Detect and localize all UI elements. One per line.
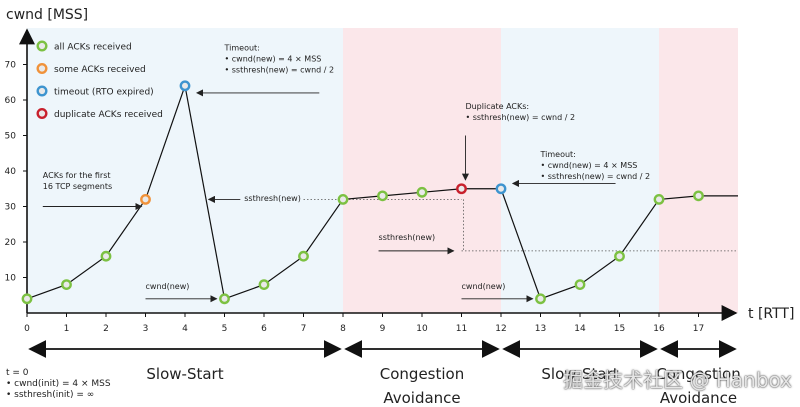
- data-point-0: [21, 293, 33, 305]
- x-tick-label-5: 5: [222, 324, 228, 334]
- x-tick-label-9: 9: [380, 324, 386, 334]
- legend-label-green: all ACKs received: [54, 43, 132, 53]
- data-point-17: [693, 190, 704, 202]
- annotation-text-timeout2-2: • ssthresh(new) = cwnd / 2: [541, 172, 651, 181]
- x-tick-label-12: 12: [495, 324, 506, 334]
- data-point-15: [614, 250, 625, 262]
- annotation-text-ss1-0: ssthresh(new): [244, 194, 301, 203]
- data-point-2: [100, 250, 112, 262]
- data-point-11: [456, 183, 467, 195]
- data-point-10: [416, 186, 428, 198]
- phase-label-1-1: Avoidance: [383, 389, 460, 407]
- data-point-7: [298, 250, 309, 262]
- data-point-4: [179, 80, 191, 92]
- annotation-text-first16-0: ACKs for the first: [43, 171, 111, 180]
- data-point-6: [258, 279, 270, 290]
- x-tick-label-15: 15: [614, 324, 625, 334]
- x-tick-label-0: 0: [24, 324, 30, 334]
- y-tick-label-70: 70: [5, 61, 17, 71]
- x-axis-title: t [RTT]: [748, 306, 794, 322]
- data-point-8: [337, 193, 349, 205]
- data-point-12: [495, 183, 507, 195]
- phase-background-1: [343, 28, 501, 313]
- y-axis-title: cwnd [MSS]: [6, 7, 88, 23]
- y-tick-label-60: 60: [5, 96, 17, 106]
- legend-label-blue: timeout (RTO expired): [54, 88, 154, 98]
- data-point-3: [140, 193, 151, 205]
- legend-marker-orange: [36, 62, 48, 74]
- y-tick-label-20: 20: [5, 238, 17, 248]
- annotation-text-cwnd2-0: cwnd(new): [462, 282, 506, 291]
- annotation-text-timeout2-1: • cwnd(new) = 4 × MSS: [541, 161, 638, 170]
- annotation-text-ss2-0: ssthresh(new): [379, 233, 436, 242]
- y-tick-label-10: 10: [5, 274, 17, 284]
- phase-label-3-1: Avoidance: [660, 389, 737, 407]
- legend-marker-blue: [36, 85, 48, 97]
- annotation-text-timeout1-0: Timeout:: [224, 43, 260, 52]
- phase-background-3: [659, 28, 738, 313]
- data-point-5: [219, 293, 230, 305]
- x-tick-label-16: 16: [653, 324, 665, 334]
- phase-label-2-0: Slow-Start: [541, 365, 618, 383]
- watermark: 掘金技术社区 @ Hanbox: [563, 368, 792, 392]
- x-tick-label-11: 11: [456, 324, 467, 334]
- data-point-16: [653, 193, 665, 205]
- x-tick-label-2: 2: [103, 324, 109, 334]
- x-tick-label-1: 1: [64, 324, 70, 334]
- x-tick-label-7: 7: [301, 324, 307, 334]
- x-tick-label-8: 8: [340, 324, 346, 334]
- x-tick-label-13: 13: [535, 324, 546, 334]
- legend-label-red: duplicate ACKs received: [54, 110, 163, 120]
- data-point-1: [61, 279, 72, 290]
- annotation-text-timeout1-1: • cwnd(new) = 4 × MSS: [225, 54, 322, 63]
- y-tick-label-50: 50: [5, 132, 17, 142]
- annotation-text-timeout2-0: Timeout:: [540, 150, 576, 159]
- annotation-text-dup-0: Duplicate ACKs:: [465, 102, 529, 111]
- x-tick-label-4: 4: [182, 324, 188, 334]
- x-tick-label-14: 14: [574, 324, 586, 334]
- legend-marker-red: [36, 107, 48, 119]
- phase-background-2: [501, 28, 659, 313]
- data-point-14: [574, 279, 586, 290]
- y-tick-label-30: 30: [5, 203, 17, 213]
- phase-label-3-0: Congestion: [656, 365, 740, 383]
- x-tick-label-6: 6: [261, 324, 267, 334]
- annotation-text-first16-1: 16 TCP segments: [43, 182, 112, 191]
- annotation-text-timeout1-2: • ssthresh(new) = cwnd / 2: [225, 65, 335, 74]
- legend-label-orange: some ACKs received: [54, 65, 146, 75]
- init-note-cwnd: • cwnd(init) = 4 × MSS: [6, 379, 111, 389]
- init-note-time: t = 0: [6, 368, 29, 378]
- init-note-ssthresh: • ssthresh(init) = ∞: [6, 390, 95, 400]
- x-tick-label-10: 10: [416, 324, 428, 334]
- y-tick-label-40: 40: [5, 167, 17, 177]
- legend-marker-green: [36, 40, 48, 52]
- annotation-text-cwnd1-0: cwnd(new): [146, 282, 190, 291]
- data-point-13: [535, 293, 546, 305]
- annotation-text-dup-1: • ssthresh(new) = cwnd / 2: [465, 113, 575, 122]
- phase-label-1-0: Congestion: [380, 365, 464, 383]
- x-tick-label-3: 3: [143, 324, 149, 334]
- x-tick-label-17: 17: [693, 324, 704, 334]
- init-note: t = 0 • cwnd(init) = 4 × MSS • ssthresh(…: [6, 368, 111, 401]
- data-point-9: [377, 190, 388, 202]
- phase-label-0-0: Slow-Start: [146, 365, 223, 383]
